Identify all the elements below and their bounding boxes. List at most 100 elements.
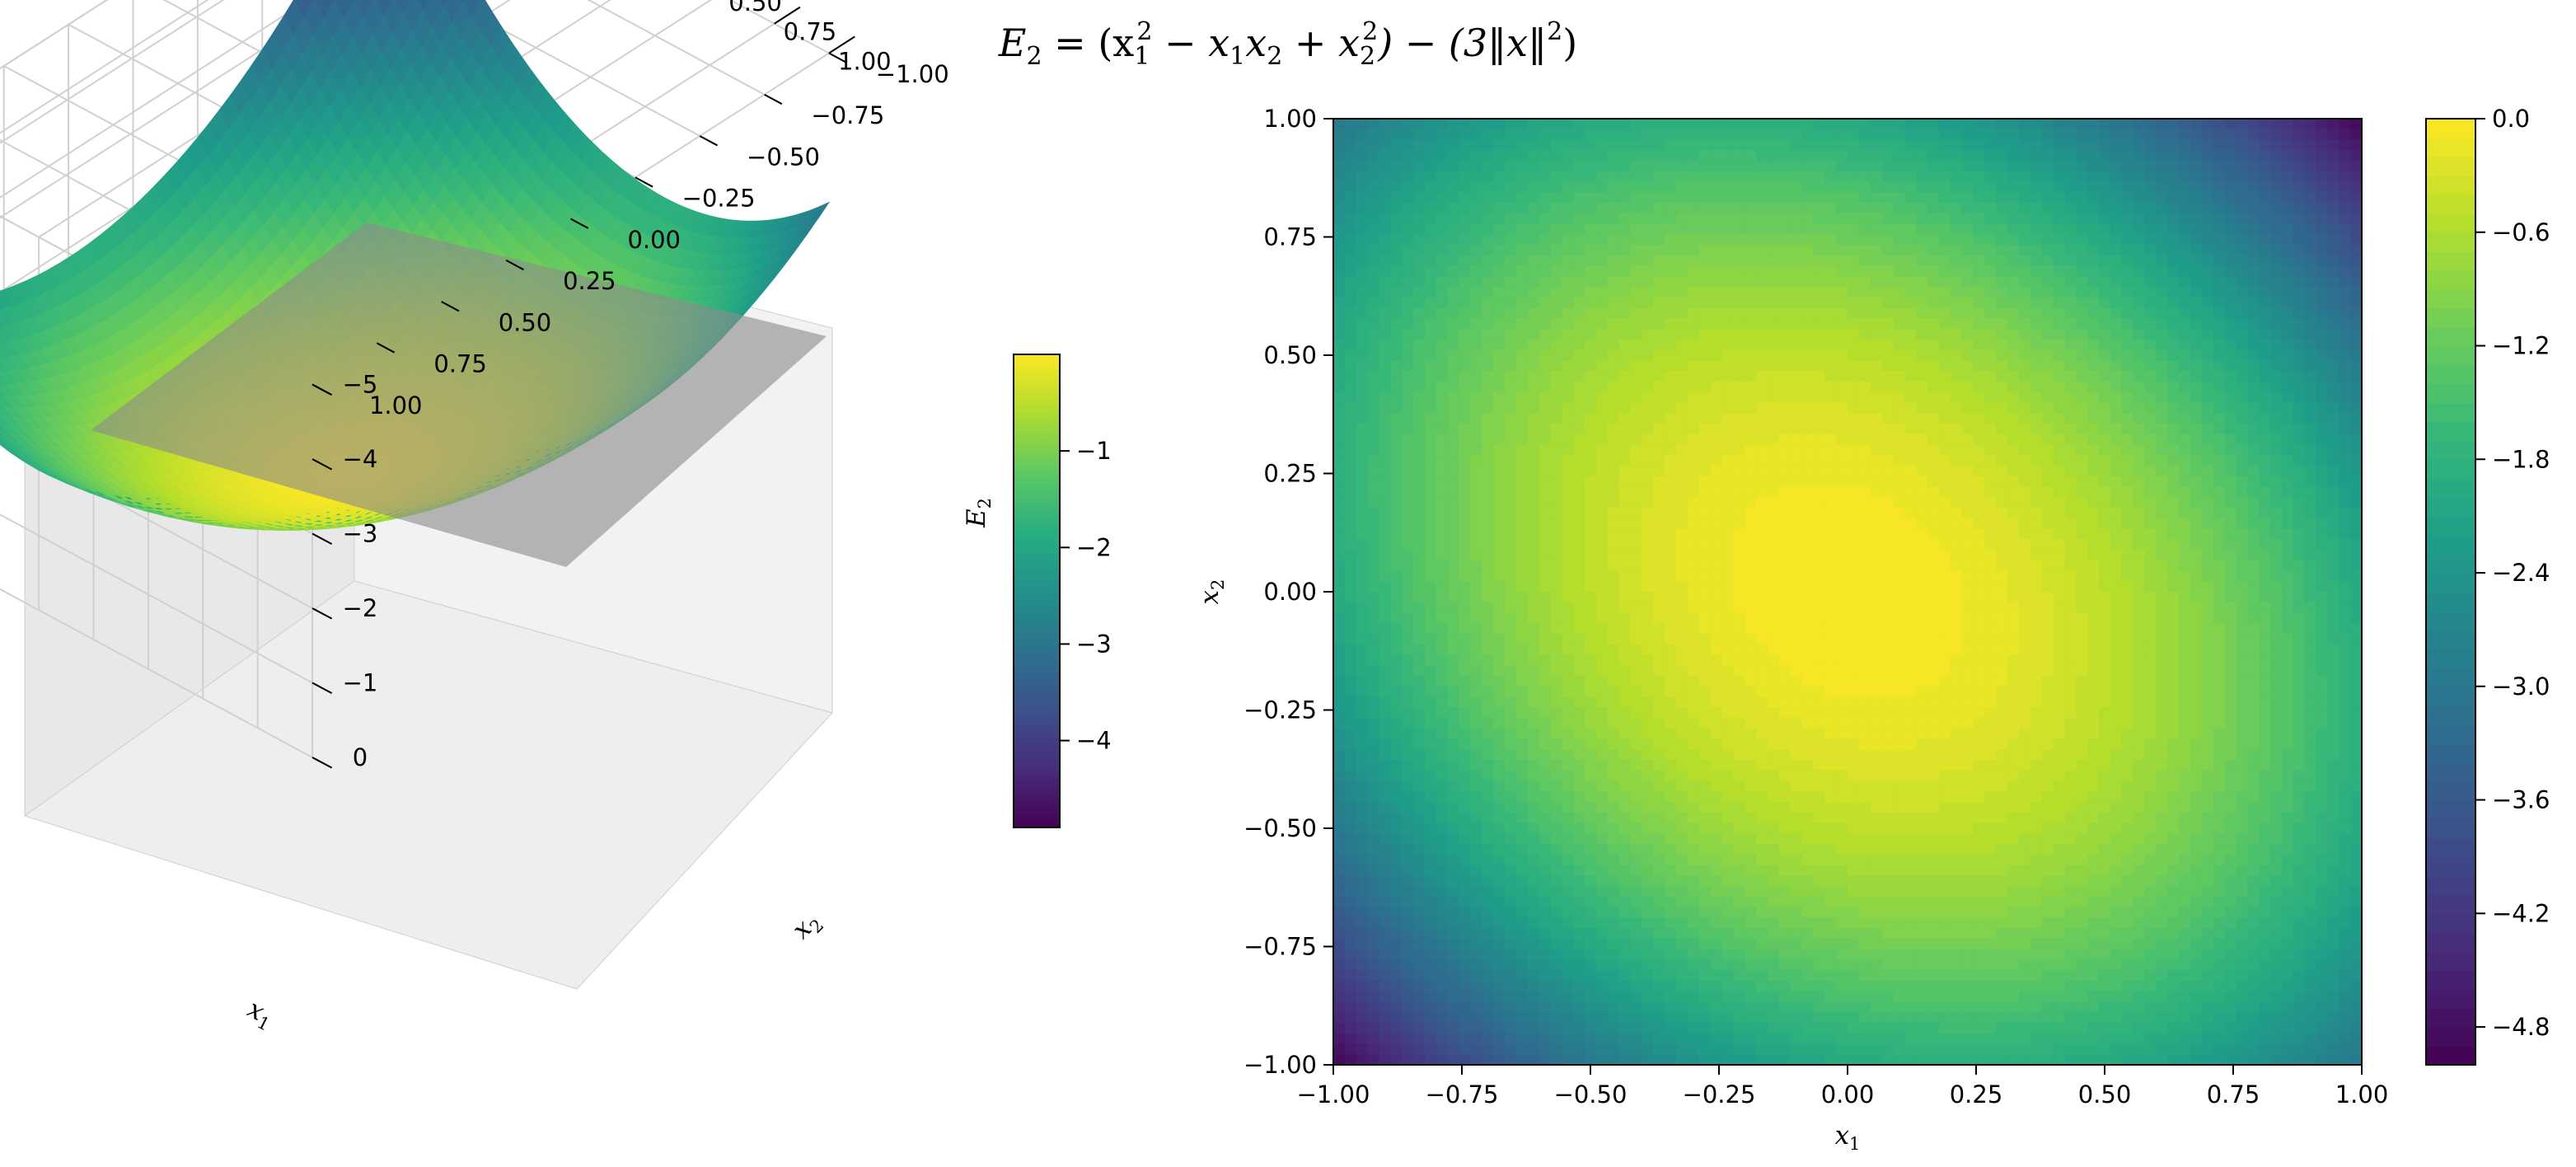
heatmap-cell xyxy=(1390,865,1403,876)
heatmap-cell xyxy=(1653,486,1665,498)
heatmap-cell xyxy=(1630,171,1642,183)
heatmap-cell xyxy=(1539,276,1552,288)
heatmap-cell xyxy=(1367,476,1380,488)
heatmap-cell xyxy=(1515,444,1529,456)
heatmap-cell xyxy=(1630,991,1642,1003)
heatmap-cell xyxy=(1367,307,1380,319)
heatmap-cell xyxy=(1390,455,1403,466)
heatmap-cell xyxy=(1539,696,1552,708)
heatmap-cell xyxy=(1585,1033,1597,1045)
heatmap-cell xyxy=(1562,644,1574,656)
heatmap-cell xyxy=(1539,875,1552,887)
heatmap-cell xyxy=(1379,665,1391,677)
heatmap-cell xyxy=(1333,949,1346,961)
heatmap-cell xyxy=(1413,612,1426,624)
heatmap-cell xyxy=(1573,507,1585,519)
heatmap-cell xyxy=(1333,718,1346,729)
heatmap-cell xyxy=(1356,223,1369,235)
heatmap-cell xyxy=(1390,602,1403,614)
heatmap-cell xyxy=(1573,297,1585,309)
heatmap-cell xyxy=(1333,255,1346,267)
heatmap-cell xyxy=(1595,518,1609,530)
heatmap-cell xyxy=(1390,812,1403,824)
heatmap-cell xyxy=(1447,192,1460,204)
heatmap-cell xyxy=(1333,749,1346,761)
heatmap-cell xyxy=(1585,802,1597,813)
heatmap-cell xyxy=(1344,139,1357,151)
heatmap-cell xyxy=(1379,707,1391,719)
heatmap-cell xyxy=(1630,276,1642,288)
heatmap-cell xyxy=(1344,497,1357,509)
heatmap-cell xyxy=(1550,1033,1562,1045)
heatmap-cell xyxy=(1413,139,1426,151)
heatmap-cell xyxy=(1527,854,1540,866)
heatmap-cell xyxy=(1482,518,1494,530)
heatmap-cell xyxy=(1344,402,1357,414)
heatmap-cell xyxy=(1367,802,1380,813)
heatmap-cell xyxy=(1482,119,1494,130)
heatmap-cell xyxy=(1356,823,1369,834)
heatmap-cell xyxy=(1585,1012,1597,1024)
heatmap-cell xyxy=(1595,812,1609,824)
heatmap-cell xyxy=(1527,455,1540,466)
z-tick-label-3d: −2 xyxy=(343,594,378,622)
heatmap-cell xyxy=(1550,318,1562,330)
heatmap-cell xyxy=(1515,707,1529,719)
heatmap-cell xyxy=(1607,938,1620,950)
heatmap-cell xyxy=(1436,917,1449,929)
heatmap-cell xyxy=(1493,192,1506,204)
heatmap-cell xyxy=(1344,245,1357,256)
heatmap-cell xyxy=(1356,539,1369,551)
heatmap-cell xyxy=(1367,255,1380,267)
heatmap-cell xyxy=(1344,181,1357,193)
heatmap-cell xyxy=(1630,644,1642,656)
heatmap-cell xyxy=(1344,654,1357,666)
heatmap-cell xyxy=(1653,276,1665,288)
heatmap-cell xyxy=(1459,654,1471,666)
heatmap-cell xyxy=(1595,738,1609,750)
heatmap-cell xyxy=(1642,171,1654,183)
heatmap-cell xyxy=(1618,171,1632,183)
heatmap-cell xyxy=(1470,560,1482,572)
heatmap-cell xyxy=(1653,539,1665,551)
heatmap-cell xyxy=(1402,528,1414,540)
heatmap-cell xyxy=(1447,1054,1460,1065)
heatmap-cell xyxy=(1562,329,1574,340)
heatmap-cell xyxy=(1424,959,1437,971)
heatmap-cell xyxy=(1573,823,1585,834)
heatmap-cell xyxy=(1356,686,1369,698)
heatmap-cell xyxy=(1356,592,1369,603)
heatmap-cell xyxy=(1527,161,1540,172)
heatmap-cell xyxy=(1539,886,1552,898)
heatmap-cell xyxy=(1459,1001,1471,1013)
heatmap-cell xyxy=(1527,738,1540,750)
heatmap-cell xyxy=(1482,371,1494,382)
heatmap-cell xyxy=(1630,223,1642,235)
heatmap-cell xyxy=(1527,1001,1540,1013)
heatmap-cell xyxy=(1527,959,1540,971)
heatmap-cell xyxy=(1562,865,1574,876)
heatmap-cell xyxy=(1436,581,1449,593)
heatmap-cell xyxy=(1447,245,1460,256)
heatmap-cell xyxy=(1607,749,1620,761)
heatmap-cell xyxy=(1413,802,1426,813)
heatmap-cell xyxy=(1527,486,1540,498)
heatmap-cell xyxy=(1562,1043,1574,1055)
heatmap-cell xyxy=(1413,318,1426,330)
heatmap-cell xyxy=(1618,391,1632,403)
heatmap-cell xyxy=(1344,318,1357,330)
heatmap-cell xyxy=(1585,886,1597,898)
heatmap-cell xyxy=(1539,360,1552,372)
heatmap-cell xyxy=(1595,896,1609,908)
heatmap-cell xyxy=(1550,171,1562,183)
heatmap-cell xyxy=(1573,749,1585,761)
heatmap-cell xyxy=(1459,349,1471,361)
heatmap-cell xyxy=(1470,444,1482,456)
heatmap-cell xyxy=(1630,203,1642,214)
heatmap-cell xyxy=(1402,381,1414,393)
heatmap-cell xyxy=(1436,560,1449,572)
heatmap-cell xyxy=(1470,528,1482,540)
heatmap-cell xyxy=(1344,371,1357,382)
heatmap-cell xyxy=(1493,1012,1506,1024)
heatmap-cell xyxy=(1505,307,1517,319)
